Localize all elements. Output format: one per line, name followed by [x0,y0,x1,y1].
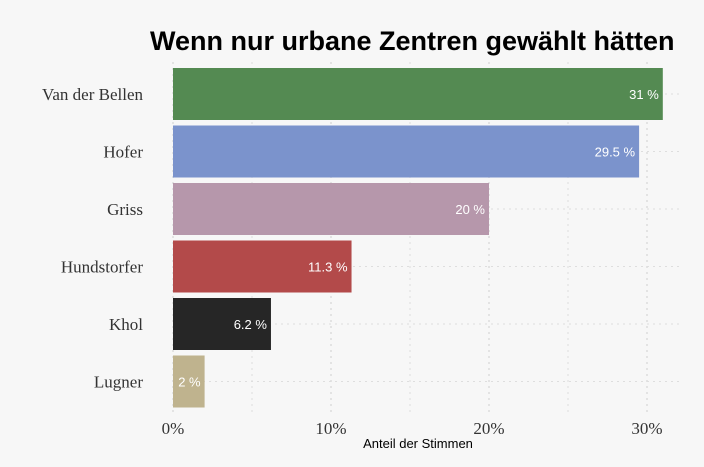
category-label: Lugner [94,373,143,392]
value-label: 29.5 % [595,145,636,160]
category-label: Griss [107,200,143,219]
bar [173,240,352,293]
bar [173,355,205,408]
value-label: 11.3 % [308,260,348,275]
value-label: 2 % [178,375,201,390]
bar [173,125,640,178]
x-tick-label: 30% [631,419,662,438]
value-label: 31 % [629,87,659,102]
x-tick-label: 20% [473,419,504,438]
x-tick-label: 0% [162,419,185,438]
value-label: 6.2 % [234,317,268,332]
bar [173,183,489,235]
category-label: Van der Bellen [42,85,144,104]
x-tick-label: 10% [315,419,346,438]
x-axis-title: Anteil der Stimmen [363,436,473,451]
bar [173,298,271,350]
category-label: Khol [109,315,143,334]
bar [173,68,663,120]
category-label: Hofer [103,143,143,162]
chart-title: Wenn nur urbane Zentren gewählt hätten [150,26,675,56]
category-label: Hundstorfer [61,258,143,277]
value-label: 20 % [455,202,485,217]
